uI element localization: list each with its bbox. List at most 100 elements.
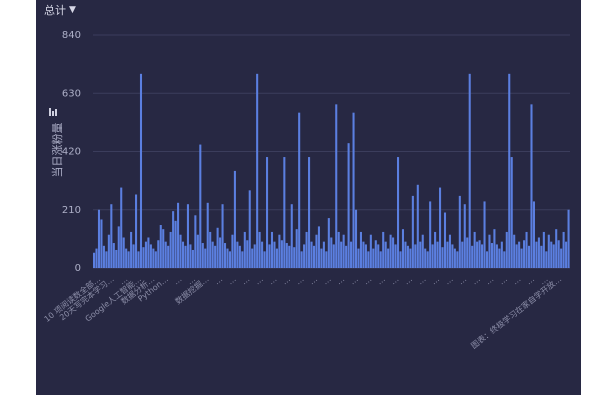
bar[interactable]	[327, 218, 330, 268]
bar[interactable]	[298, 112, 301, 269]
bar[interactable]	[337, 231, 340, 268]
bar[interactable]	[369, 234, 372, 268]
bar[interactable]	[189, 244, 192, 268]
bar[interactable]	[490, 243, 493, 268]
bar[interactable]	[364, 244, 367, 268]
bar[interactable]	[535, 241, 538, 268]
bar[interactable]	[530, 104, 533, 268]
bar[interactable]	[172, 211, 175, 268]
bar[interactable]	[196, 234, 199, 268]
bar[interactable]	[500, 241, 503, 268]
bar[interactable]	[147, 237, 150, 268]
bar[interactable]	[268, 244, 271, 268]
bar[interactable]	[95, 248, 98, 268]
bar[interactable]	[241, 251, 244, 268]
bar[interactable]	[473, 231, 476, 268]
bar[interactable]	[394, 244, 397, 268]
bar[interactable]	[478, 240, 481, 268]
bar[interactable]	[223, 243, 227, 268]
bar[interactable]	[325, 251, 328, 268]
bar[interactable]	[159, 225, 162, 268]
bar[interactable]	[446, 241, 449, 268]
bar[interactable]	[335, 104, 338, 268]
bar[interactable]	[322, 241, 325, 268]
bar[interactable]	[167, 245, 170, 268]
bar[interactable]	[270, 231, 274, 268]
bar[interactable]	[451, 244, 454, 268]
bar[interactable]	[488, 234, 491, 268]
bar[interactable]	[251, 248, 254, 268]
bar[interactable]	[130, 231, 133, 268]
bar[interactable]	[238, 245, 241, 268]
bar[interactable]	[303, 244, 306, 268]
bar[interactable]	[463, 204, 466, 268]
bar[interactable]	[550, 241, 553, 268]
bar[interactable]	[186, 204, 189, 268]
bar[interactable]	[191, 249, 194, 268]
bar[interactable]	[256, 73, 259, 268]
bar[interactable]	[555, 229, 558, 268]
bar[interactable]	[100, 219, 103, 268]
bar[interactable]	[312, 245, 316, 268]
bar[interactable]	[372, 248, 375, 268]
bar[interactable]	[295, 229, 298, 268]
bar[interactable]	[448, 234, 451, 268]
bar[interactable]	[481, 244, 484, 268]
bar[interactable]	[493, 229, 496, 268]
bar[interactable]	[461, 241, 464, 268]
bar[interactable]	[162, 229, 165, 268]
bar[interactable]	[115, 249, 118, 268]
bar[interactable]	[258, 231, 261, 268]
bar[interactable]	[441, 247, 444, 268]
bar[interactable]	[266, 157, 269, 268]
bar[interactable]	[498, 248, 501, 268]
bar[interactable]	[211, 241, 214, 268]
bar[interactable]	[285, 243, 288, 268]
bar[interactable]	[527, 245, 531, 268]
bar[interactable]	[545, 251, 548, 268]
bar[interactable]	[379, 251, 382, 268]
bar[interactable]	[404, 241, 407, 268]
bar[interactable]	[216, 227, 219, 268]
bar[interactable]	[508, 73, 511, 268]
bar[interactable]	[359, 231, 362, 268]
bar[interactable]	[392, 237, 395, 268]
bar[interactable]	[110, 204, 113, 268]
bar[interactable]	[540, 245, 543, 268]
bar[interactable]	[377, 244, 380, 268]
bar[interactable]	[552, 244, 555, 268]
bar[interactable]	[354, 209, 358, 268]
total-dropdown[interactable]: 总计 ▼	[44, 2, 76, 18]
bar[interactable]	[142, 247, 145, 268]
bar[interactable]	[362, 241, 365, 268]
bar[interactable]	[525, 231, 528, 268]
bar[interactable]	[389, 234, 392, 268]
bar[interactable]	[248, 190, 251, 268]
bar[interactable]	[214, 245, 217, 268]
bar[interactable]	[280, 240, 283, 268]
bar[interactable]	[310, 241, 313, 268]
bar[interactable]	[523, 240, 526, 268]
bar[interactable]	[201, 243, 204, 268]
bar[interactable]	[293, 247, 296, 268]
bar[interactable]	[105, 251, 108, 268]
bar[interactable]	[439, 187, 442, 268]
bar[interactable]	[483, 201, 486, 268]
bar[interactable]	[503, 251, 506, 268]
bar[interactable]	[174, 220, 177, 268]
bar[interactable]	[537, 237, 540, 268]
bar[interactable]	[112, 243, 115, 268]
bar[interactable]	[209, 231, 212, 268]
bar[interactable]	[107, 234, 110, 268]
bar[interactable]	[396, 157, 400, 268]
bar[interactable]	[125, 248, 128, 268]
bar[interactable]	[352, 112, 355, 269]
bar[interactable]	[515, 244, 518, 268]
bar[interactable]	[179, 234, 182, 268]
bar[interactable]	[340, 241, 343, 268]
bar[interactable]	[127, 251, 130, 268]
bar[interactable]	[233, 170, 236, 268]
bar[interactable]	[120, 187, 123, 268]
bar[interactable]	[495, 244, 498, 268]
bar[interactable]	[426, 251, 429, 268]
